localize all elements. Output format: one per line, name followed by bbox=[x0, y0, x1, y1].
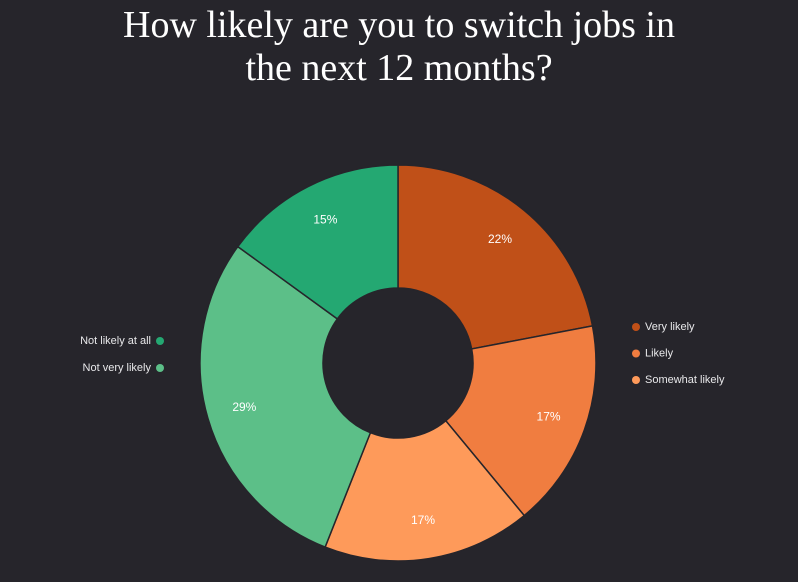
chart-title: How likely are you to switch jobs in the… bbox=[123, 4, 675, 89]
donut-slice bbox=[444, 325, 597, 517]
legend-label: Likely bbox=[645, 347, 674, 359]
legend-label: Not likely at all bbox=[80, 335, 151, 347]
donut-slice bbox=[324, 419, 526, 562]
legend-label: Somewhat likely bbox=[645, 374, 725, 386]
donut-slice bbox=[236, 164, 399, 320]
donut-slice bbox=[199, 245, 372, 549]
value-label: 17% bbox=[537, 409, 561, 423]
legend-label: Not very likely bbox=[83, 362, 152, 374]
legend-label: Very likely bbox=[645, 321, 695, 333]
legend-marker bbox=[632, 323, 640, 331]
legend-marker bbox=[632, 349, 640, 358]
value-label: 29% bbox=[232, 400, 256, 414]
legend-marker bbox=[632, 376, 640, 384]
value-label: 17% bbox=[411, 513, 435, 527]
donut-slice bbox=[397, 164, 594, 350]
legend-marker bbox=[156, 364, 164, 372]
legend-marker bbox=[156, 337, 164, 345]
value-label: 15% bbox=[313, 213, 337, 227]
value-label: 22% bbox=[488, 232, 512, 246]
